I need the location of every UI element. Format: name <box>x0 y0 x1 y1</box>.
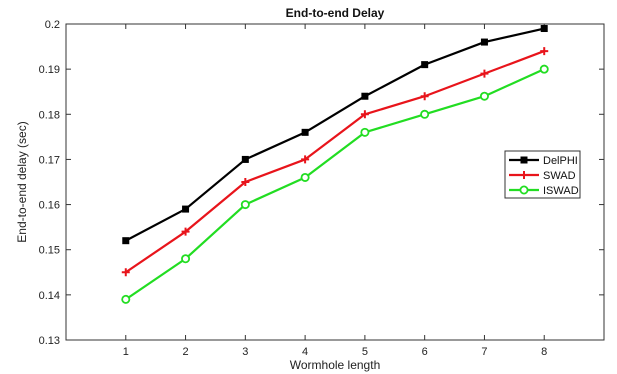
series-line <box>125 68 545 301</box>
x-tick-label: 1 <box>123 346 129 358</box>
legend-marker <box>520 156 528 164</box>
legend-marker <box>519 185 529 195</box>
legend-label: SWAD <box>543 170 576 182</box>
x-tick-label: 7 <box>481 346 487 358</box>
legend-entry: ISWAD <box>509 185 579 197</box>
data-point <box>540 47 549 56</box>
data-point <box>122 237 130 245</box>
legend-entry: DelPHI <box>509 155 578 167</box>
data-point <box>182 205 190 213</box>
data-point <box>360 127 370 137</box>
data-point <box>301 155 310 164</box>
y-tick-label: 0.13 <box>39 335 60 347</box>
data-point <box>360 110 369 119</box>
data-point <box>420 92 429 101</box>
legend-entry: SWAD <box>509 170 576 182</box>
x-tick-label: 5 <box>362 346 368 358</box>
legend-label: ISWAD <box>543 185 579 197</box>
series-iswad <box>121 64 549 304</box>
legend: DelPHI SWAD ISWAD <box>504 150 581 199</box>
data-point <box>479 91 489 101</box>
plot-frame <box>65 23 605 341</box>
plot-area: 1 2 3 4 5 6 7 8 0.13 0.14 0.15 0.16 0.17 0.18 0.19 0.2 <box>39 19 605 358</box>
y-tick-label: 0.18 <box>39 109 60 121</box>
series-swad <box>121 47 549 277</box>
y-tick-label: 0.15 <box>39 245 60 257</box>
series-line <box>125 50 545 274</box>
data-point <box>480 69 489 78</box>
data-point <box>540 25 548 33</box>
data-point <box>121 294 131 304</box>
y-tick-label: 0.2 <box>45 19 60 31</box>
data-point <box>241 155 249 163</box>
x-tick-label: 6 <box>422 346 428 358</box>
data-point <box>181 227 190 236</box>
y-tick-label: 0.16 <box>39 200 60 212</box>
y-tick-label: 0.14 <box>39 290 60 302</box>
x-tick-label: 3 <box>242 346 248 358</box>
series-line <box>125 27 545 242</box>
series-delphi <box>122 25 548 245</box>
y-axis-label: End-to-end delay (sec) <box>15 121 29 242</box>
data-point <box>361 92 369 100</box>
legend-marker <box>520 171 528 179</box>
data-point <box>240 200 250 210</box>
y-tick-label: 0.17 <box>39 154 60 166</box>
x-axis-label: Wormhole length <box>290 358 381 372</box>
data-point <box>241 178 250 186</box>
data-point <box>420 109 430 119</box>
legend-label: DelPHI <box>543 155 578 167</box>
data-point <box>300 172 310 182</box>
data-point <box>121 268 130 277</box>
x-tick-label: 2 <box>182 346 188 358</box>
data-point <box>480 38 488 46</box>
data-point <box>181 254 191 264</box>
data-point <box>421 61 429 69</box>
y-tick-label: 0.19 <box>39 64 60 76</box>
chart-title: End-to-end Delay <box>286 6 385 20</box>
data-point <box>539 64 549 74</box>
x-tick-label: 4 <box>302 346 308 358</box>
data-point <box>301 128 309 136</box>
x-tick-label: 8 <box>541 346 547 358</box>
